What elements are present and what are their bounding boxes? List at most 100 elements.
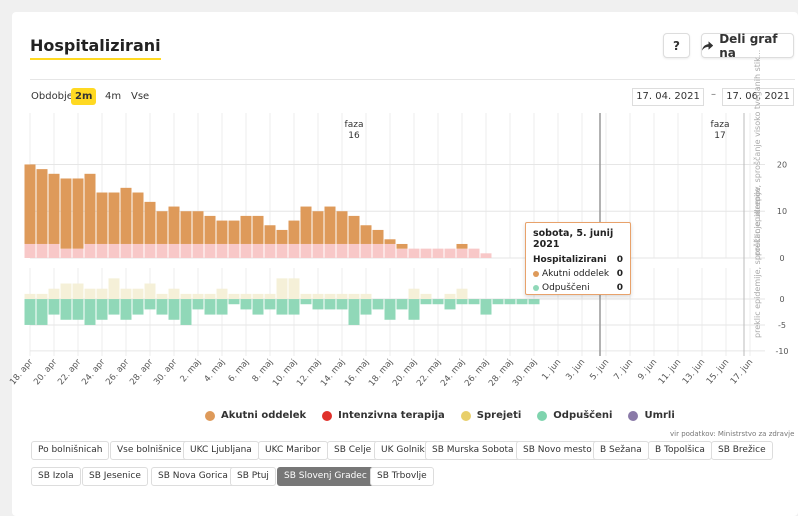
phase-label: faza	[345, 120, 364, 130]
hospital-button[interactable]: UKC Maribor	[258, 441, 328, 460]
acute-bar	[156, 211, 168, 244]
admitted-bar	[72, 283, 84, 300]
discharged-bar	[36, 299, 48, 325]
icu-bar	[180, 243, 192, 258]
acute-bar	[360, 225, 372, 244]
icu-bar	[60, 248, 72, 258]
legend-item-discharged[interactable]: Odpuščeni	[537, 410, 612, 421]
discharged-bar	[108, 299, 120, 315]
admitted-bar	[156, 293, 168, 300]
tooltip-row-discharged-value: 0	[616, 283, 623, 293]
discharged-bar	[156, 299, 168, 315]
admitted-bar	[288, 278, 300, 300]
hospital-button[interactable]: SB Ptuj	[230, 467, 276, 486]
share-button[interactable]: Deli graf na	[701, 32, 794, 60]
x-tick-label: 6. maj	[226, 358, 251, 385]
admitted-bar	[300, 293, 312, 300]
admitted-bar	[324, 293, 336, 300]
hospital-button[interactable]: SB Murska Sobota	[425, 441, 521, 460]
period-4m-button[interactable]: 4m	[105, 91, 122, 102]
hospital-button[interactable]: SB Jesenice	[82, 467, 148, 486]
hospital-button[interactable]: B Sežana	[593, 441, 649, 460]
admitted-bar	[456, 288, 468, 300]
legend-label: Sprejeti	[476, 410, 522, 421]
phase-number: 17	[714, 131, 725, 141]
hospital-button[interactable]: UK Golnik	[374, 441, 432, 460]
hospital-button[interactable]: SB Trbovlje	[370, 467, 434, 486]
discharged-bar	[384, 299, 396, 320]
icu-bar	[396, 248, 408, 258]
hospital-button[interactable]: Po bolnišnicah	[31, 441, 110, 460]
discharged-bar	[216, 299, 228, 315]
discharged-legend-icon	[537, 410, 548, 421]
admitted-bar	[444, 293, 456, 300]
discharged-bar	[360, 299, 372, 315]
y-tick-label: 0	[779, 295, 784, 304]
x-tick-label: 17. jun	[729, 358, 756, 387]
legend-item-deceased[interactable]: Umrli	[628, 410, 675, 421]
tooltip-row-acute-label: Akutni oddelek	[542, 269, 610, 279]
hospital-button[interactable]: SB Izola	[31, 467, 81, 486]
icu-bar	[156, 243, 168, 258]
period-2m-button[interactable]: 2m	[71, 88, 97, 105]
admitted-bar	[192, 293, 204, 300]
x-tick-label: 20. maj	[391, 358, 419, 389]
admitted-bar	[60, 283, 72, 300]
acute-bar	[216, 220, 228, 244]
x-tick-label: 1. jun	[540, 358, 563, 383]
acute-bar	[48, 173, 60, 244]
admitted-bar	[264, 293, 276, 300]
x-tick-label: 4. maj	[202, 358, 227, 385]
icu-bar	[108, 243, 120, 258]
x-tick-label: 22. apr	[56, 357, 83, 387]
discharged-bar	[192, 299, 204, 310]
admitted-bar	[312, 293, 324, 300]
admitted-bar	[360, 293, 372, 300]
discharged-dot-icon	[533, 284, 539, 291]
hospital-button[interactable]: SB Brežice	[711, 441, 773, 460]
discharged-bar	[312, 299, 324, 310]
admitted-bar	[204, 293, 216, 300]
acute-dot-icon	[533, 270, 539, 277]
admitted-bar	[96, 288, 108, 300]
hospital-button[interactable]: UKC Ljubljana	[183, 441, 259, 460]
icu-bar	[348, 243, 360, 258]
acute-bar	[372, 229, 384, 244]
hospital-button[interactable]: SB Slovenj Gradec	[277, 467, 374, 486]
discharged-bar	[96, 299, 108, 320]
legend-item-acute[interactable]: Akutni oddelek	[205, 410, 306, 421]
admitted-bar	[276, 278, 288, 300]
date-from-input[interactable]: 17. 04. 2021	[632, 88, 704, 106]
hospital-button[interactable]: B Topolšica	[648, 441, 712, 460]
admitted-bar	[144, 283, 156, 300]
x-tick-label: 24. apr	[80, 357, 107, 387]
hospital-button[interactable]: SB Novo mesto	[516, 441, 599, 460]
admitted-bar	[336, 293, 348, 300]
hospital-button[interactable]: SB Celje	[327, 441, 379, 460]
acute-bar	[120, 187, 132, 244]
admitted-bar	[108, 278, 120, 300]
discharged-bar	[432, 299, 444, 305]
annotation-upper: preklic epidemije, sproščanje visoko tve…	[752, 50, 762, 256]
discharged-bar	[336, 299, 348, 310]
icu-bar	[336, 243, 348, 258]
x-tick-label: 11. jun	[657, 358, 684, 387]
discharged-bar	[168, 299, 180, 320]
icu-bar	[132, 243, 144, 258]
discharged-bar	[348, 299, 360, 325]
legend-item-admitted[interactable]: Sprejeti	[460, 410, 522, 421]
discharged-bar	[276, 299, 288, 315]
x-tick-label: 9. jun	[636, 358, 659, 383]
hospital-button[interactable]: SB Nova Gorica	[151, 467, 235, 486]
discharged-bar	[48, 299, 60, 315]
discharged-bar	[252, 299, 264, 315]
acute-bar	[228, 220, 240, 244]
hospital-button[interactable]: Vse bolnišnice	[110, 441, 189, 460]
period-all-button[interactable]: Vse	[131, 91, 150, 102]
icu-bar	[252, 243, 264, 258]
legend-item-icu[interactable]: Intenzivna terapija	[322, 410, 445, 421]
x-tick-label: 2. maj	[178, 358, 203, 385]
date-to-input[interactable]: 17. 06. 2021	[722, 88, 794, 106]
admitted-bar	[180, 293, 192, 300]
help-button[interactable]: ?	[663, 33, 690, 58]
